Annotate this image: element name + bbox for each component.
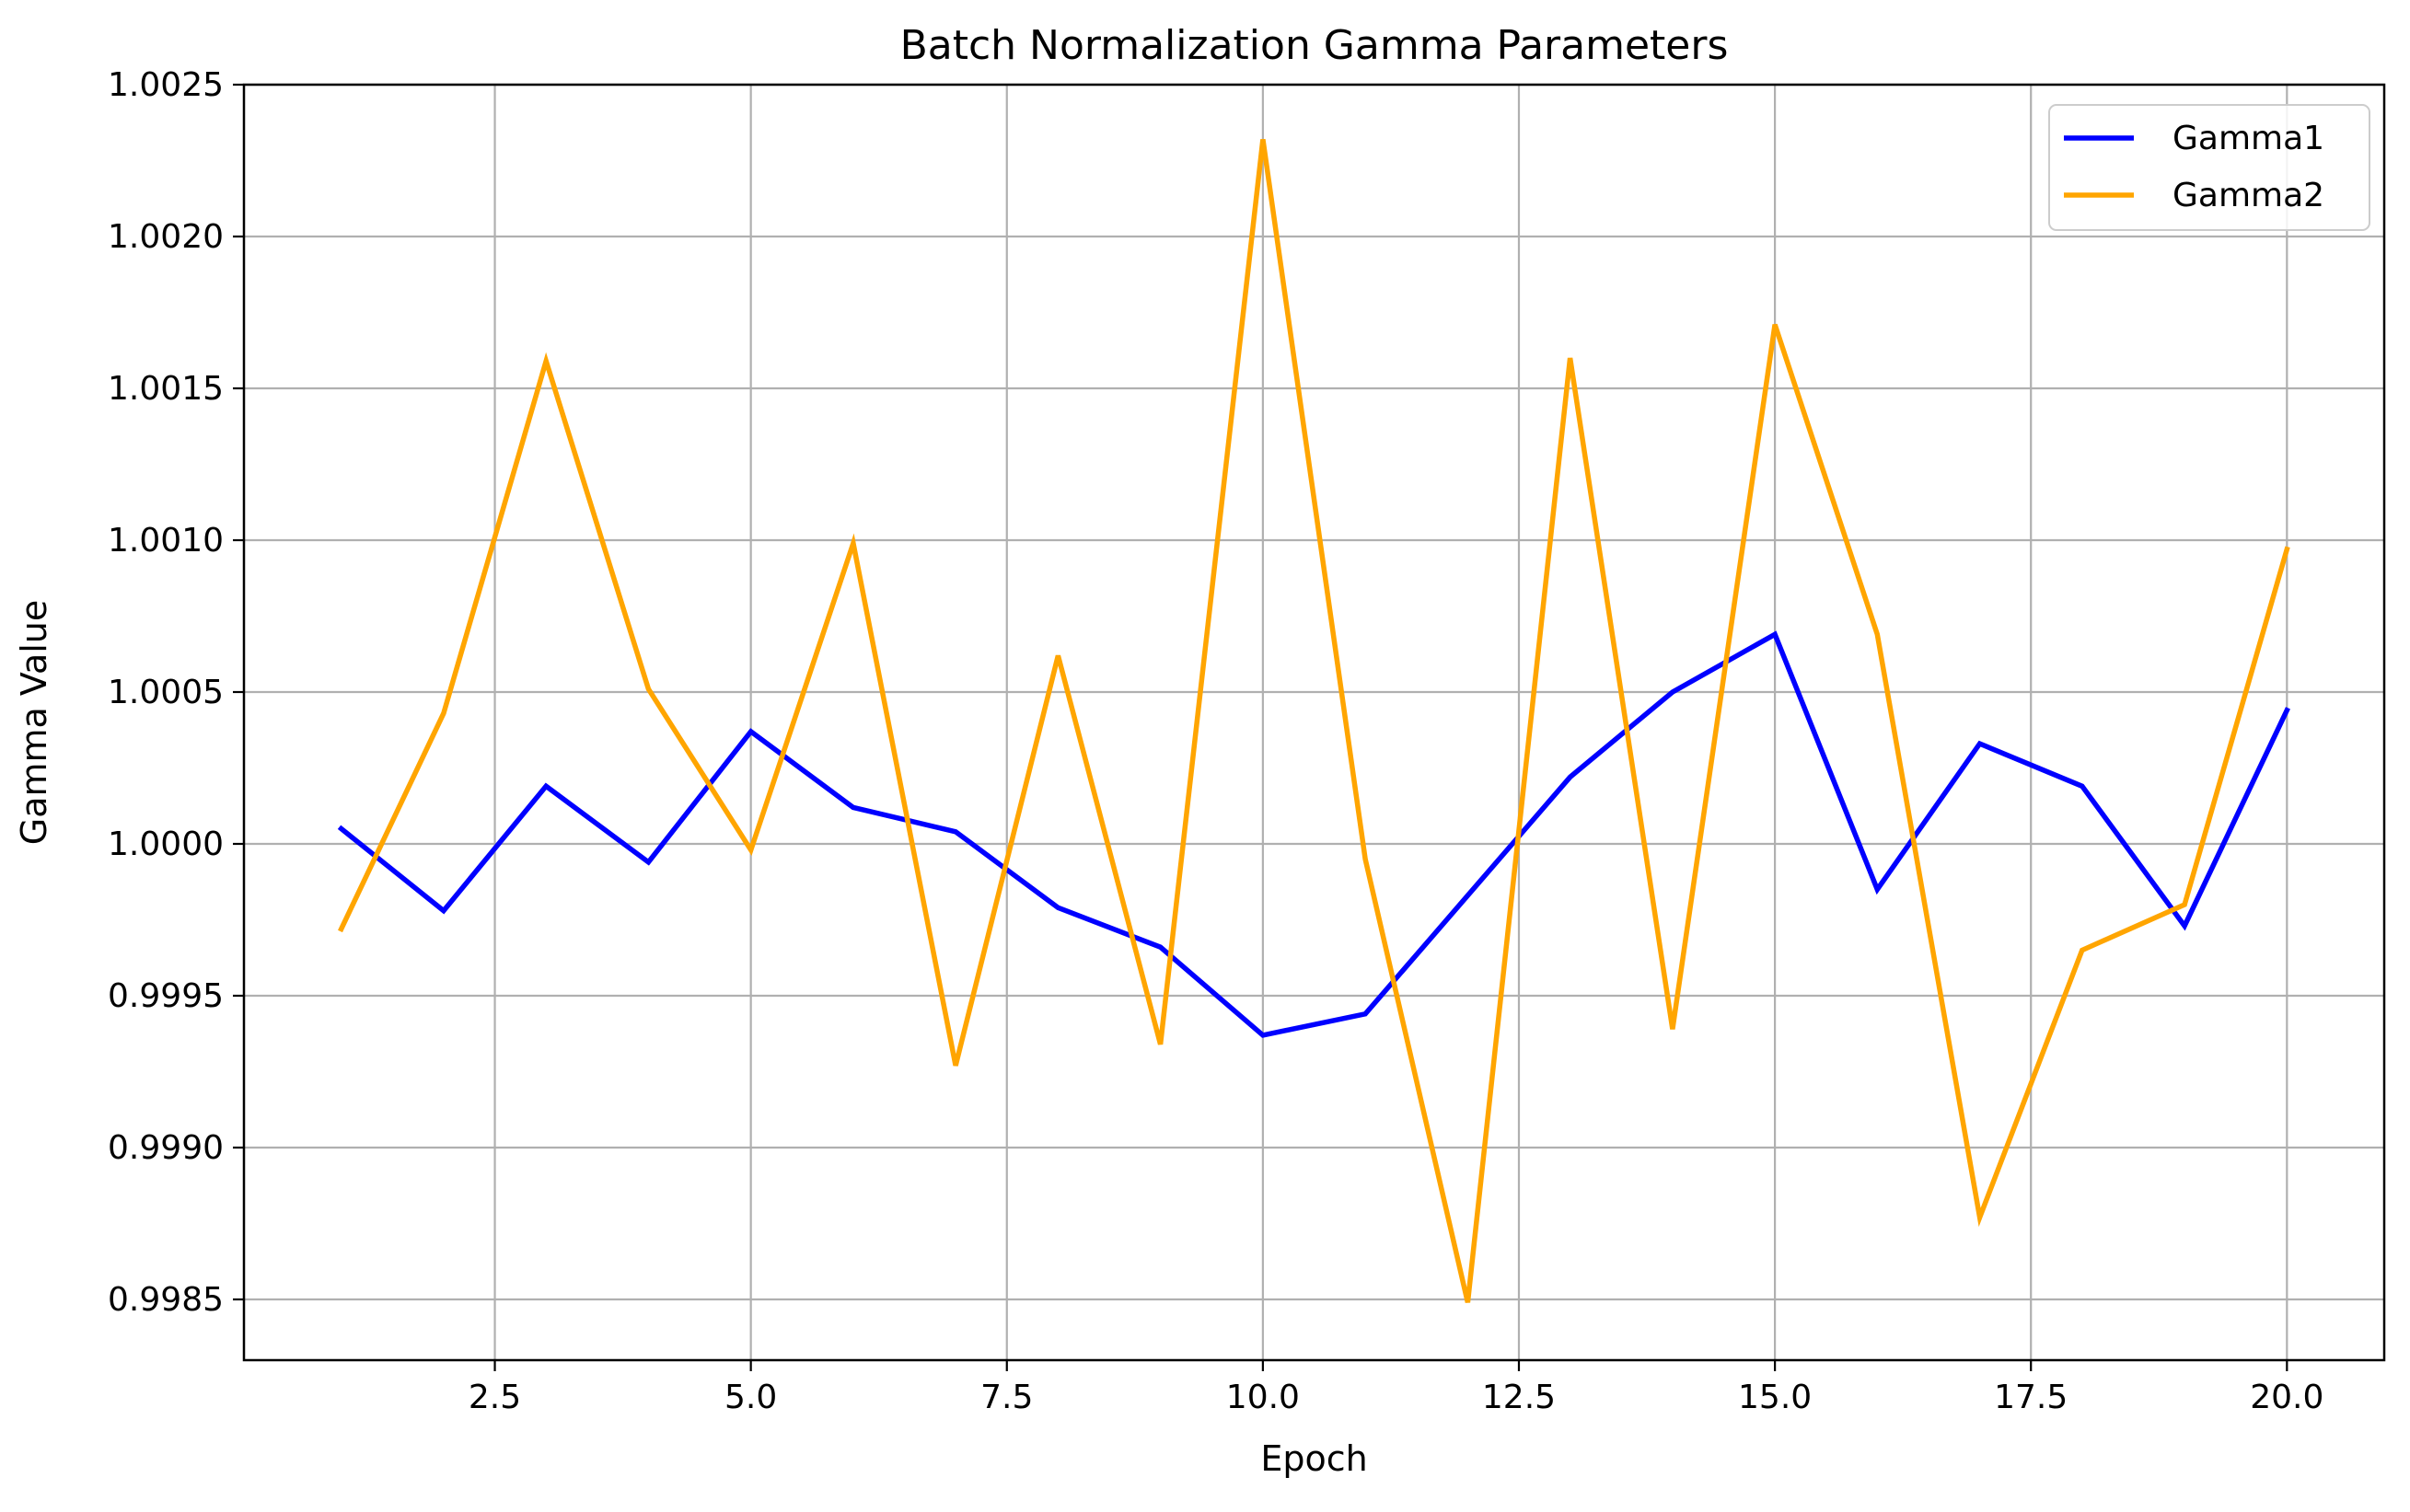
grid-lines <box>244 85 2384 1360</box>
legend: Gamma1 Gamma2 <box>2049 105 2369 230</box>
legend-label-gamma2: Gamma2 <box>2172 177 2324 214</box>
x-tick-label: 17.5 <box>1994 1379 2068 1416</box>
x-tick-label: 2.5 <box>469 1379 521 1416</box>
y-tick-label: 0.9995 <box>108 977 224 1015</box>
x-tick-label: 15.0 <box>1738 1379 1812 1416</box>
plot-frame <box>244 85 2384 1360</box>
x-tick-label: 10.0 <box>1226 1379 1300 1416</box>
y-axis-label: Gamma Value <box>14 600 54 845</box>
y-tick-label: 1.0010 <box>108 522 224 560</box>
y-tick-label: 1.0025 <box>108 66 224 104</box>
x-tick-label: 12.5 <box>1482 1379 1556 1416</box>
chart-title: Batch Normalization Gamma Parameters <box>900 22 1729 69</box>
series-line-gamma2 <box>342 139 2288 1302</box>
y-tick-label: 1.0005 <box>108 674 224 711</box>
y-tick-label: 0.9985 <box>108 1281 224 1319</box>
x-tick-label: 20.0 <box>2250 1379 2323 1416</box>
x-axis-ticks: 2.5 5.0 7.5 10.0 12.5 15.0 17.5 20.0 <box>469 1360 2323 1416</box>
legend-label-gamma1: Gamma1 <box>2172 120 2324 157</box>
x-tick-label: 5.0 <box>724 1379 777 1416</box>
series-lines <box>342 139 2288 1302</box>
series-line-gamma1 <box>342 634 2288 1035</box>
y-tick-label: 0.9990 <box>108 1129 224 1167</box>
x-tick-label: 7.5 <box>980 1379 1033 1416</box>
y-tick-label: 1.0020 <box>108 218 224 256</box>
y-axis-ticks: 0.9985 0.9990 0.9995 1.0000 1.0005 1.0010 1.00… <box>108 66 244 1319</box>
y-tick-label: 1.0000 <box>108 825 224 863</box>
x-axis-label: Epoch <box>1260 1438 1367 1479</box>
y-tick-label: 1.0015 <box>108 370 224 408</box>
